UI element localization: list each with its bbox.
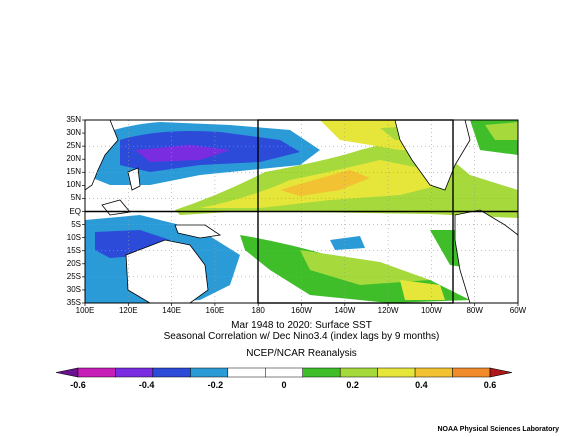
lat-label: 15N bbox=[66, 167, 81, 177]
lon-label: 60W bbox=[509, 306, 527, 315]
lat-label: 30S bbox=[66, 284, 81, 294]
colorbar-swatch bbox=[115, 367, 154, 378]
lat-label: 25N bbox=[66, 141, 81, 151]
lat-label: 30N bbox=[66, 128, 81, 138]
lon-label: 80W bbox=[466, 306, 483, 315]
lat-label: 5S bbox=[71, 219, 81, 229]
colorbar-swatch bbox=[377, 367, 416, 378]
caption-source: NCEP/NCAR Reanalysis bbox=[246, 348, 357, 359]
lat-label: 20N bbox=[66, 154, 81, 164]
colorbar-swatch bbox=[152, 367, 191, 378]
colorbar-tick-label: 0 bbox=[281, 380, 287, 390]
footer-credit: NOAA Physical Sciences Laboratory bbox=[437, 426, 559, 433]
colorbar-swatch bbox=[302, 367, 341, 378]
colorbar-swatch bbox=[452, 367, 491, 378]
lon-label: 100E bbox=[75, 306, 95, 315]
colorbar-swatch bbox=[227, 367, 266, 378]
lon-label: 140W bbox=[334, 306, 356, 315]
caption-period: Mar 1948 to 2020: Surface SST bbox=[231, 320, 372, 331]
lon-label: 160E bbox=[205, 306, 225, 315]
colorbar-tick-label: -0.4 bbox=[138, 380, 155, 390]
lat-label: 20S bbox=[66, 258, 81, 268]
lat-label: 25S bbox=[66, 271, 81, 281]
colorbar-high-arrow bbox=[489, 367, 513, 378]
lat-label: 35N bbox=[66, 115, 81, 124]
colorbar-tick-label: 0.6 bbox=[483, 380, 497, 390]
lon-label: 160W bbox=[291, 306, 312, 315]
lon-label: 120W bbox=[377, 306, 399, 315]
lat-label: 10N bbox=[66, 180, 81, 190]
lon-label: 140E bbox=[162, 306, 181, 315]
lat-lon-grid bbox=[85, 120, 518, 303]
colorbar-tick-label: 0.4 bbox=[415, 380, 428, 390]
lat-label: 5N bbox=[70, 193, 81, 203]
lat-label: 35S bbox=[66, 298, 81, 307]
colorbar-swatch bbox=[339, 367, 378, 378]
lon-label: 100W bbox=[420, 306, 442, 315]
colorbar-low-arrow bbox=[55, 367, 79, 378]
positive-region bbox=[175, 120, 518, 303]
colorbar-tick-label: 0.2 bbox=[346, 380, 359, 390]
colorbar-swatch bbox=[265, 367, 303, 378]
colorbar-tick-label: -0.6 bbox=[70, 380, 86, 390]
colorbar-swatch bbox=[77, 367, 116, 378]
colorbar-tick-label: -0.2 bbox=[207, 380, 224, 390]
lat-label: 15S bbox=[66, 245, 81, 255]
lat-label: EQ bbox=[69, 206, 81, 216]
colorbar-swatch bbox=[414, 367, 453, 378]
lon-label: 120E bbox=[118, 306, 138, 315]
colorbar-swatch bbox=[190, 367, 229, 378]
lat-label: 10S bbox=[66, 232, 81, 242]
caption-description: Seasonal Correlation w/ Dec Nino3.4 (ind… bbox=[163, 331, 440, 342]
lon-label: 180 bbox=[251, 306, 265, 315]
